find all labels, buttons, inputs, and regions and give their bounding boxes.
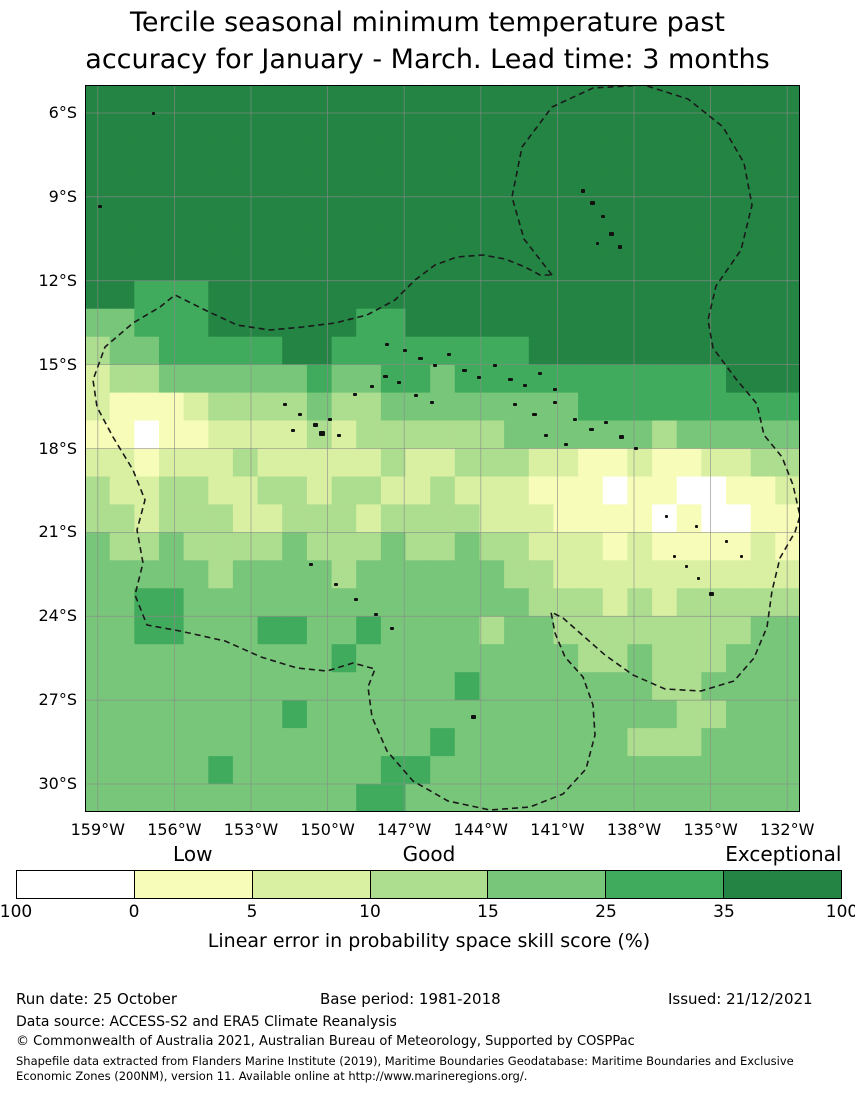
copyright: © Commonwealth of Australia 2021, Austra… [16,1034,635,1049]
colorbar-label-low: Low [173,842,213,866]
lat-tick-label: 24°S [38,606,77,626]
lat-tick-label: 15°S [38,354,77,374]
data-source: Data source: ACCESS-S2 and ERA5 Climate … [16,1014,397,1030]
shapefile-note: Shapefile data extracted from Flanders M… [16,1054,794,1083]
colorbar-caption: Linear error in probability space skill … [207,930,651,952]
colorbar-segment [370,871,489,898]
colorbar-tick: 25 [595,902,617,922]
title-line-2: accuracy for January - March. Lead time:… [85,44,770,75]
colorbar-block: Low Good Exceptional 100 0 5 10 15 25 35 100 Li… [0,842,855,952]
lat-tick-label: 12°S [38,270,77,290]
lon-tick-label: 135°W [683,820,738,839]
issued-date: Issued: 21/12/2021 [668,990,813,1008]
colorbar-segment [724,871,842,898]
colorbar-tick: 100 [0,902,33,922]
lat-tick-label: 21°S [38,522,77,542]
colorbar-segment [17,871,135,898]
run-date: Run date: 25 October [16,990,178,1008]
colorbar-segment [134,871,253,898]
lon-tick-label: 141°W [530,820,585,839]
lat-tick-label: 6°S [48,102,77,122]
lon-tick-label: 156°W [147,820,202,839]
base-period: Base period: 1981-2018 [320,990,501,1008]
lat-tick-label: 27°S [38,690,77,710]
lon-tick-label: 138°W [606,820,662,839]
colorbar-segment [488,871,607,898]
colorbar-label-exceptional: Exceptional [725,842,842,866]
map-plot: 6°S 9°S 12°S 15°S 18°S 21°S 24°S 27°S 30°S 159°W 1… [38,85,814,839]
lat-tick-label: 18°S [38,438,77,458]
colorbar-tick: 10 [359,902,381,922]
lon-tick-label: 144°W [453,820,508,839]
lat-tick-label: 9°S [48,186,77,206]
colorbar-tick: 0 [128,902,140,922]
figure-title: Tercile seasonal minimum temperature pas… [0,4,855,78]
colorbar-ticks: 100 0 5 10 15 25 35 100 [0,902,855,924]
lon-tick-label: 150°W [300,820,355,839]
colorbar-tick: 100 [825,902,855,922]
lon-tick-label: 147°W [377,820,432,839]
colorbar-tick: 5 [246,902,258,922]
map-svg [85,85,800,812]
lon-tick-label: 153°W [223,820,279,839]
colorbar-tick: 35 [713,902,735,922]
lon-tick-label: 132°W [760,820,815,839]
colorbar [16,870,842,899]
colorbar-segment [606,871,725,898]
colorbar-quality-labels: Low Good Exceptional [16,842,842,870]
colorbar-label-good: Good [402,842,456,866]
title-line-1: Tercile seasonal minimum temperature pas… [130,7,725,38]
colorbar-segment [252,871,371,898]
colorbar-tick: 15 [477,902,499,922]
lat-tick-label: 30°S [38,774,77,794]
lon-tick-label: 159°W [70,820,125,839]
